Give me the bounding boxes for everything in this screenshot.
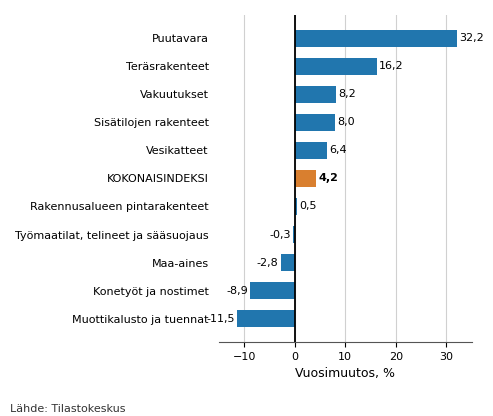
Bar: [295, 198, 297, 215]
Bar: [293, 226, 295, 243]
Text: -0,3: -0,3: [270, 230, 291, 240]
Bar: [295, 58, 377, 75]
Text: 32,2: 32,2: [459, 33, 484, 43]
Text: 4,2: 4,2: [318, 173, 338, 183]
Text: -8,9: -8,9: [226, 286, 248, 296]
Bar: [295, 86, 336, 103]
Text: 16,2: 16,2: [379, 61, 403, 71]
Text: 6,4: 6,4: [329, 146, 347, 156]
Bar: [295, 142, 327, 159]
Bar: [295, 114, 335, 131]
Text: -11,5: -11,5: [206, 314, 235, 324]
Bar: [237, 310, 295, 327]
Bar: [295, 170, 316, 187]
Text: 0,5: 0,5: [299, 201, 317, 211]
Text: Lähde: Tilastokeskus: Lähde: Tilastokeskus: [10, 404, 125, 414]
Bar: [281, 254, 295, 271]
Text: 8,0: 8,0: [337, 117, 355, 127]
X-axis label: Vuosimuutos, %: Vuosimuutos, %: [295, 367, 395, 380]
Bar: [250, 282, 295, 299]
Text: 8,2: 8,2: [338, 89, 356, 99]
Text: -2,8: -2,8: [257, 258, 279, 267]
Bar: [295, 30, 458, 47]
